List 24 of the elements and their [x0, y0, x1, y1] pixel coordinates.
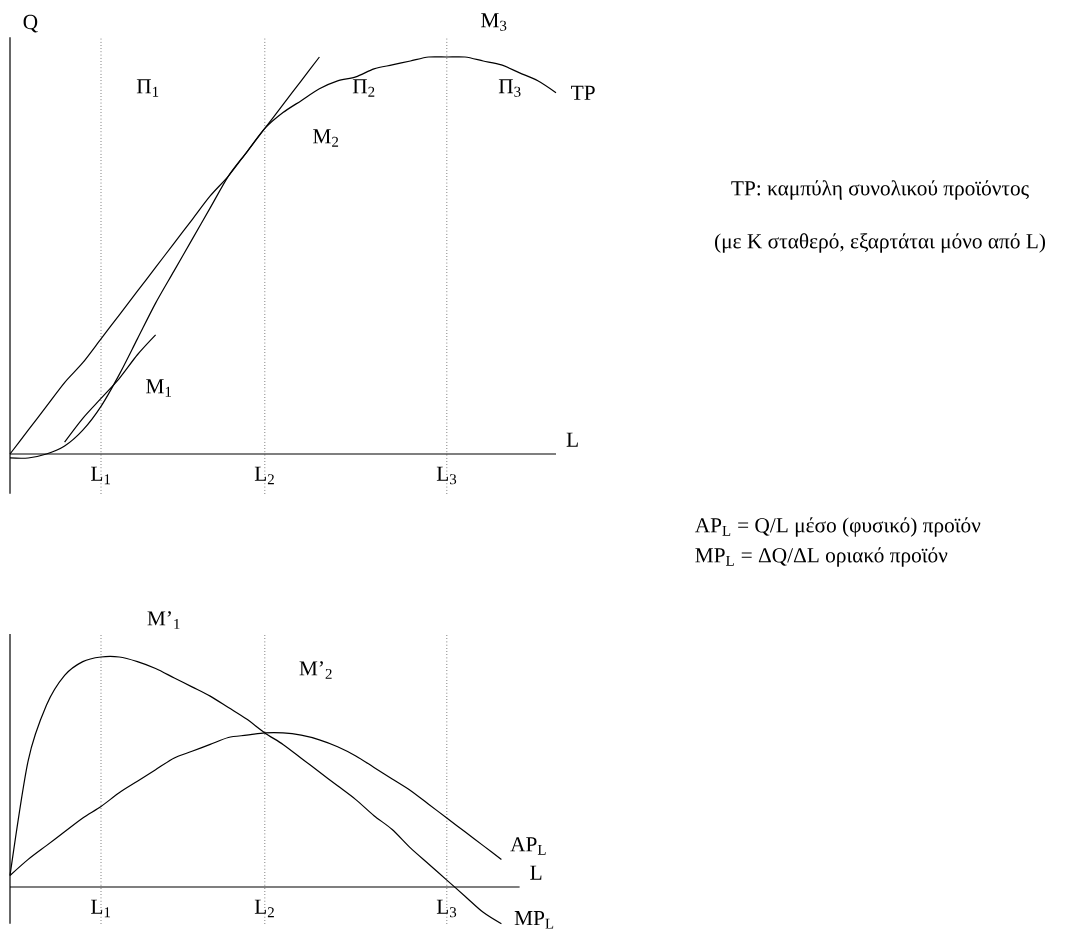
x-tick-label: L$_{2}$ [254, 899, 274, 918]
y-axis-title: Q [23, 14, 38, 33]
x-tick-label: L$_{3}$ [436, 899, 457, 918]
annotation: M$_{2}$ [313, 129, 339, 147]
x-tick-label: L$_{3}$ [436, 466, 457, 485]
text: MP$_{L}$ = ΔQ/ΔL οριακό προϊόν [695, 547, 948, 567]
x-tick-label: L$_{1}$ [91, 466, 111, 485]
text: M’$_{1}$ [147, 611, 180, 629]
annotation: M$_{1}$ [146, 379, 171, 397]
x-axis-title: L [530, 865, 542, 880]
x-tick-label: L$_{2}$ [254, 466, 274, 485]
x-tick-label: L$_{1}$ [91, 899, 111, 918]
text: M$_{3}$ [481, 13, 507, 31]
series-label: AP$_{L}$ [510, 837, 546, 855]
text: TP: καμπύλη συνολικού προϊόντος [731, 180, 1029, 200]
text: AP$_{L}$ = Q/L μέσο (φυσικό) προϊόν [694, 517, 981, 537]
annotation: M’$_{2}$ [299, 661, 332, 679]
annotation: Π$_{2}$ [352, 79, 375, 97]
annotation: Π$_{3}$ [498, 79, 521, 97]
series-label: MP$_{L}$ [514, 911, 554, 929]
annotation: Π$_{1}$ [136, 79, 159, 97]
x-axis-title: L [566, 432, 578, 447]
series-label: TP [571, 85, 595, 100]
text: (με K σταθερό, εξαρτάται μόνο από L) [715, 233, 1046, 253]
